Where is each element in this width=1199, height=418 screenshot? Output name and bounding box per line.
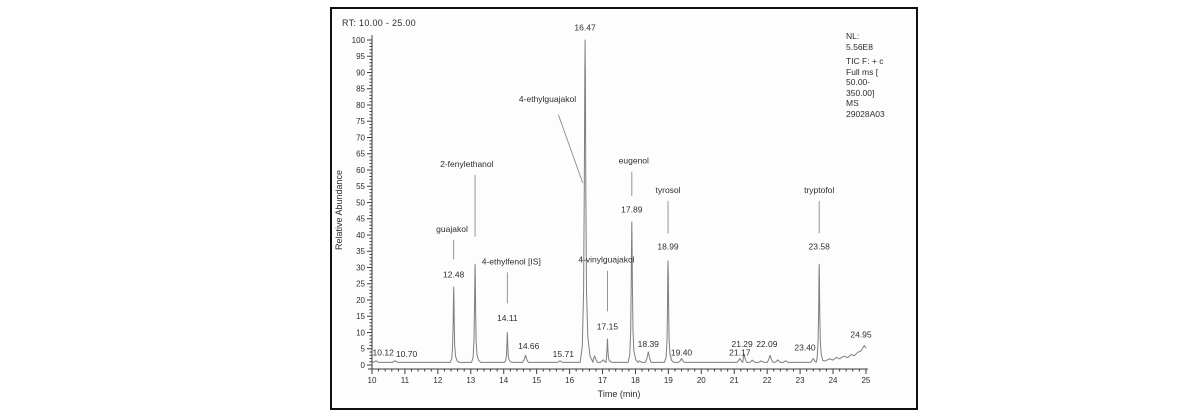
y-tick-label: 100	[352, 36, 366, 45]
peak-rt-label: 23.40	[794, 342, 816, 352]
peak-rt-label: 21.29	[731, 339, 753, 349]
peak-rt-label: 18.39	[638, 339, 660, 349]
y-tick-label: 30	[356, 263, 365, 272]
retention-time-range-header: RT: 10.00 - 25.00	[342, 18, 416, 28]
peak-name-label: 4-ethylguajakol	[519, 94, 576, 104]
x-tick-label: 23	[796, 376, 805, 385]
y-tick-label: 70	[356, 133, 365, 142]
x-tick-label: 17	[598, 376, 607, 385]
peak-rt-label: 10.12	[373, 347, 395, 357]
x-tick-label: 12	[433, 376, 442, 385]
y-tick-label: 75	[356, 117, 365, 126]
peak-rt-label: 14.11	[497, 313, 518, 323]
y-tick-label: 80	[356, 101, 365, 110]
peak-name-label: 2-fenylethanol	[440, 159, 494, 169]
peak-rt-label: 14.66	[518, 341, 540, 351]
x-tick-label: 18	[631, 376, 640, 385]
peak-rt-label: 17.89	[621, 204, 643, 214]
y-tick-label: 90	[356, 68, 365, 77]
x-tick-label: 10	[368, 376, 377, 385]
x-tick-label: 19	[664, 376, 673, 385]
scan-info-block: NL: 5.56E8 TIC F: + c Full ms [ 50.00- 3…	[846, 31, 918, 119]
y-tick-label: 95	[356, 52, 365, 61]
x-axis-title: Time (min)	[597, 389, 641, 399]
chromatogram-plot: 0 5 10 15 20 25 30 35 40 45 50 55 60 65 70 75 80 85 90 95 10…	[352, 22, 872, 385]
x-tick-label: 13	[466, 376, 475, 385]
info-line-ms: MS	[846, 98, 859, 108]
peak-leader-line	[557, 114, 584, 184]
x-tick-label: 22	[763, 376, 772, 385]
y-tick-label: 15	[356, 312, 365, 321]
y-tick-label: 40	[356, 231, 365, 240]
info-line-tic: TIC F: + c	[846, 56, 884, 66]
x-tick-label: 20	[697, 376, 706, 385]
x-tick-label: 14	[499, 376, 508, 385]
x-tick-label: 25	[861, 376, 870, 385]
x-tick-label: 24	[829, 376, 838, 385]
peak-rt-label: 16.47	[574, 22, 596, 32]
peak-name-label: eugenol	[619, 156, 649, 166]
peak-name-label: tyrosol	[656, 185, 681, 195]
peak-rt-label: 12.48	[443, 269, 465, 279]
y-tick-label: 55	[356, 182, 365, 191]
info-line-range-low: 50.00-	[846, 77, 871, 87]
peak-name-label: 4-ethylfenol [IS]	[482, 256, 541, 266]
peak-rt-label: 18.99	[657, 242, 679, 252]
peak-rt-label: 23.58	[809, 242, 831, 252]
peak-rt-label: 21.17	[729, 347, 751, 357]
x-tick-label: 11	[401, 376, 410, 385]
info-line-nl: NL:	[846, 31, 860, 41]
y-tick-label: 10	[356, 328, 365, 337]
info-line-fullms: Full ms [	[846, 66, 879, 77]
info-line-nl-value: 5.56E8	[846, 41, 873, 52]
x-tick-label: 21	[730, 376, 739, 385]
y-tick-label: 45	[356, 215, 365, 224]
x-tick-label: 15	[532, 376, 541, 385]
peak-rt-label: 15.71	[553, 349, 575, 359]
peak-name-label: tryptofol	[804, 185, 834, 195]
y-tick-label: 60	[356, 166, 365, 175]
chromatogram-trace	[372, 39, 867, 363]
info-line-range-high: 350.00]	[846, 87, 875, 98]
y-tick-label: 25	[356, 280, 365, 289]
y-tick-label: 35	[356, 247, 365, 256]
peak-rt-label: 17.15	[597, 321, 619, 331]
y-tick-label: 5	[361, 345, 366, 354]
peak-name-label: guajakol	[436, 224, 468, 234]
y-tick-label: 20	[356, 296, 365, 305]
peak-rt-label: 22.09	[756, 339, 778, 349]
x-tick-label: 16	[565, 376, 574, 385]
peak-rt-label: 10.70	[396, 349, 418, 359]
y-tick-label: 50	[356, 198, 365, 207]
info-line-ms-id: 29028A03	[846, 108, 885, 119]
y-tick-label: 65	[356, 150, 365, 159]
peak-rt-label: 19.40	[671, 347, 693, 357]
y-tick-label: 85	[356, 85, 365, 94]
y-tick-label: 0	[361, 361, 366, 370]
peak-rt-label: 24.95	[850, 329, 872, 339]
peak-name-label: 4-vinylguajakol	[578, 255, 634, 265]
